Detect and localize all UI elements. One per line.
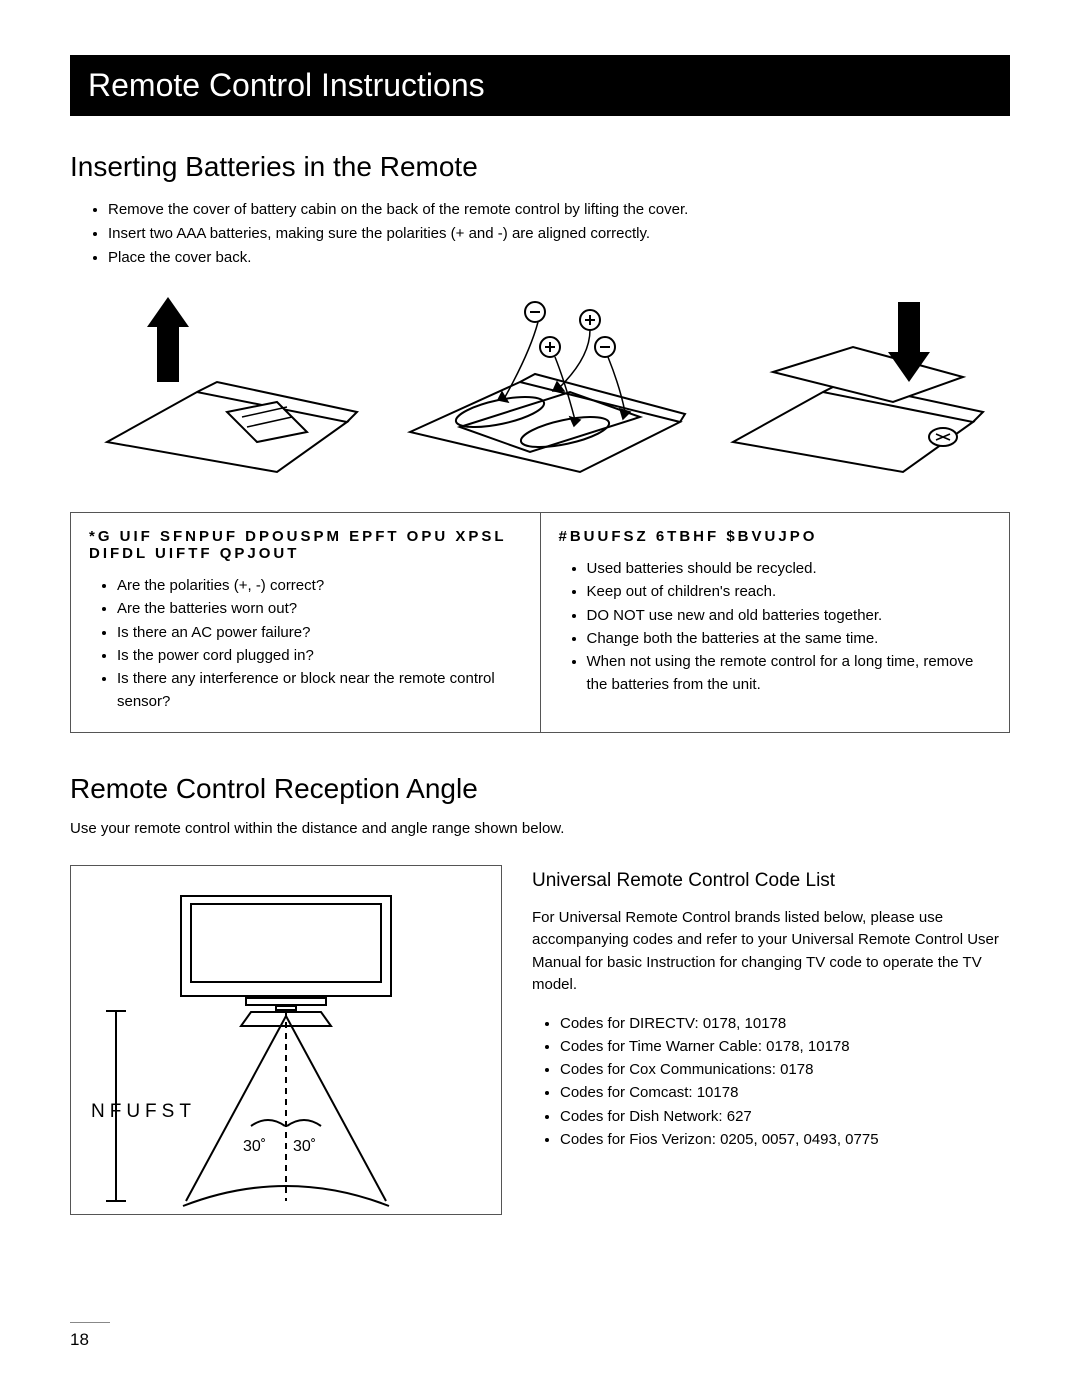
insert-batteries-diagram — [390, 292, 690, 482]
list-item: Change both the batteries at the same ti… — [587, 627, 992, 650]
list-item: Codes for Cox Communications: 0178 — [560, 1058, 1010, 1081]
left-angle: 30˚ — [243, 1138, 266, 1156]
page-title: Remote Control Instructions — [88, 67, 485, 103]
list-item: Is the power cord plugged in? — [117, 644, 522, 667]
box-title: *G UIF SFNPUF DPOUSPM EPFT OPU XPSL DIFD… — [89, 528, 522, 562]
list-item: Place the cover back. — [108, 246, 1010, 270]
list-item: Is there any interference or block near … — [117, 667, 522, 714]
code-desc: For Universal Remote Control brands list… — [532, 907, 1010, 997]
section1-heading: Inserting Batteries in the Remote — [70, 151, 1010, 183]
reception-section: Remote Control Reception Angle Use your … — [70, 773, 1010, 1215]
angle-svg — [71, 866, 501, 1216]
list-item: Are the polarities (+, -) correct? — [117, 574, 522, 597]
section2-desc: Use your remote control within the dista… — [70, 820, 1010, 837]
list-item: Used batteries should be recycled. — [587, 557, 992, 580]
list-item: When not using the remote control for a … — [587, 650, 992, 697]
caution-box: #BUUFSZ 6TBHF $BVUJPO Used batteries sho… — [540, 512, 1011, 733]
list-item: Remove the cover of battery cabin on the… — [108, 198, 1010, 222]
place-cover-diagram — [703, 292, 1003, 482]
list-item: Keep out of children's reach. — [587, 580, 992, 603]
list-item: Codes for DIRECTV: 0178, 10178 — [560, 1012, 1010, 1035]
troubleshoot-box: *G UIF SFNPUF DPOUSPM EPFT OPU XPSL DIFD… — [70, 512, 540, 733]
info-boxes: *G UIF SFNPUF DPOUSPM EPFT OPU XPSL DIFD… — [70, 512, 1010, 733]
code-section: Universal Remote Control Code List For U… — [532, 865, 1010, 1215]
remove-cover-diagram — [77, 292, 377, 482]
box-list: Used batteries should be recycled. Keep … — [559, 557, 992, 697]
battery-diagrams — [70, 292, 1010, 482]
box-list: Are the polarities (+, -) correct? Are t… — [89, 574, 522, 714]
right-angle: 30˚ — [293, 1138, 316, 1156]
section1-list: Remove the cover of battery cabin on the… — [70, 198, 1010, 270]
code-heading: Universal Remote Control Code List — [532, 870, 1010, 892]
page-title-bar: Remote Control Instructions — [70, 55, 1010, 116]
list-item: Is there an AC power failure? — [117, 621, 522, 644]
list-item: Codes for Comcast: 10178 — [560, 1081, 1010, 1104]
list-item: Insert two AAA batteries, making sure th… — [108, 222, 1010, 246]
meters-label: NFUFST — [91, 1101, 196, 1123]
list-item: Are the batteries worn out? — [117, 597, 522, 620]
page-rule — [70, 1322, 110, 1323]
code-list: Codes for DIRECTV: 0178, 10178 Codes for… — [532, 1012, 1010, 1152]
bottom-row: NFUFST 30˚ 30˚ Universal Remote Control … — [70, 865, 1010, 1215]
list-item: Codes for Fios Verizon: 0205, 0057, 0493… — [560, 1128, 1010, 1151]
angle-diagram: NFUFST 30˚ 30˚ — [70, 865, 502, 1215]
page-number: 18 — [70, 1330, 89, 1350]
section2-heading: Remote Control Reception Angle — [70, 773, 1010, 805]
list-item: Codes for Time Warner Cable: 0178, 10178 — [560, 1035, 1010, 1058]
box-title: #BUUFSZ 6TBHF $BVUJPO — [559, 528, 992, 545]
list-item: DO NOT use new and old batteries togethe… — [587, 604, 992, 627]
list-item: Codes for Dish Network: 627 — [560, 1105, 1010, 1128]
